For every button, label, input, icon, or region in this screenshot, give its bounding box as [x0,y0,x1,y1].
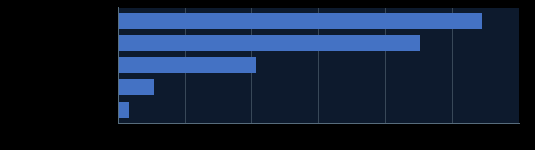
Bar [118,57,256,73]
Bar [118,80,154,95]
Bar [118,13,483,29]
Bar [118,102,128,118]
Bar [118,35,421,51]
